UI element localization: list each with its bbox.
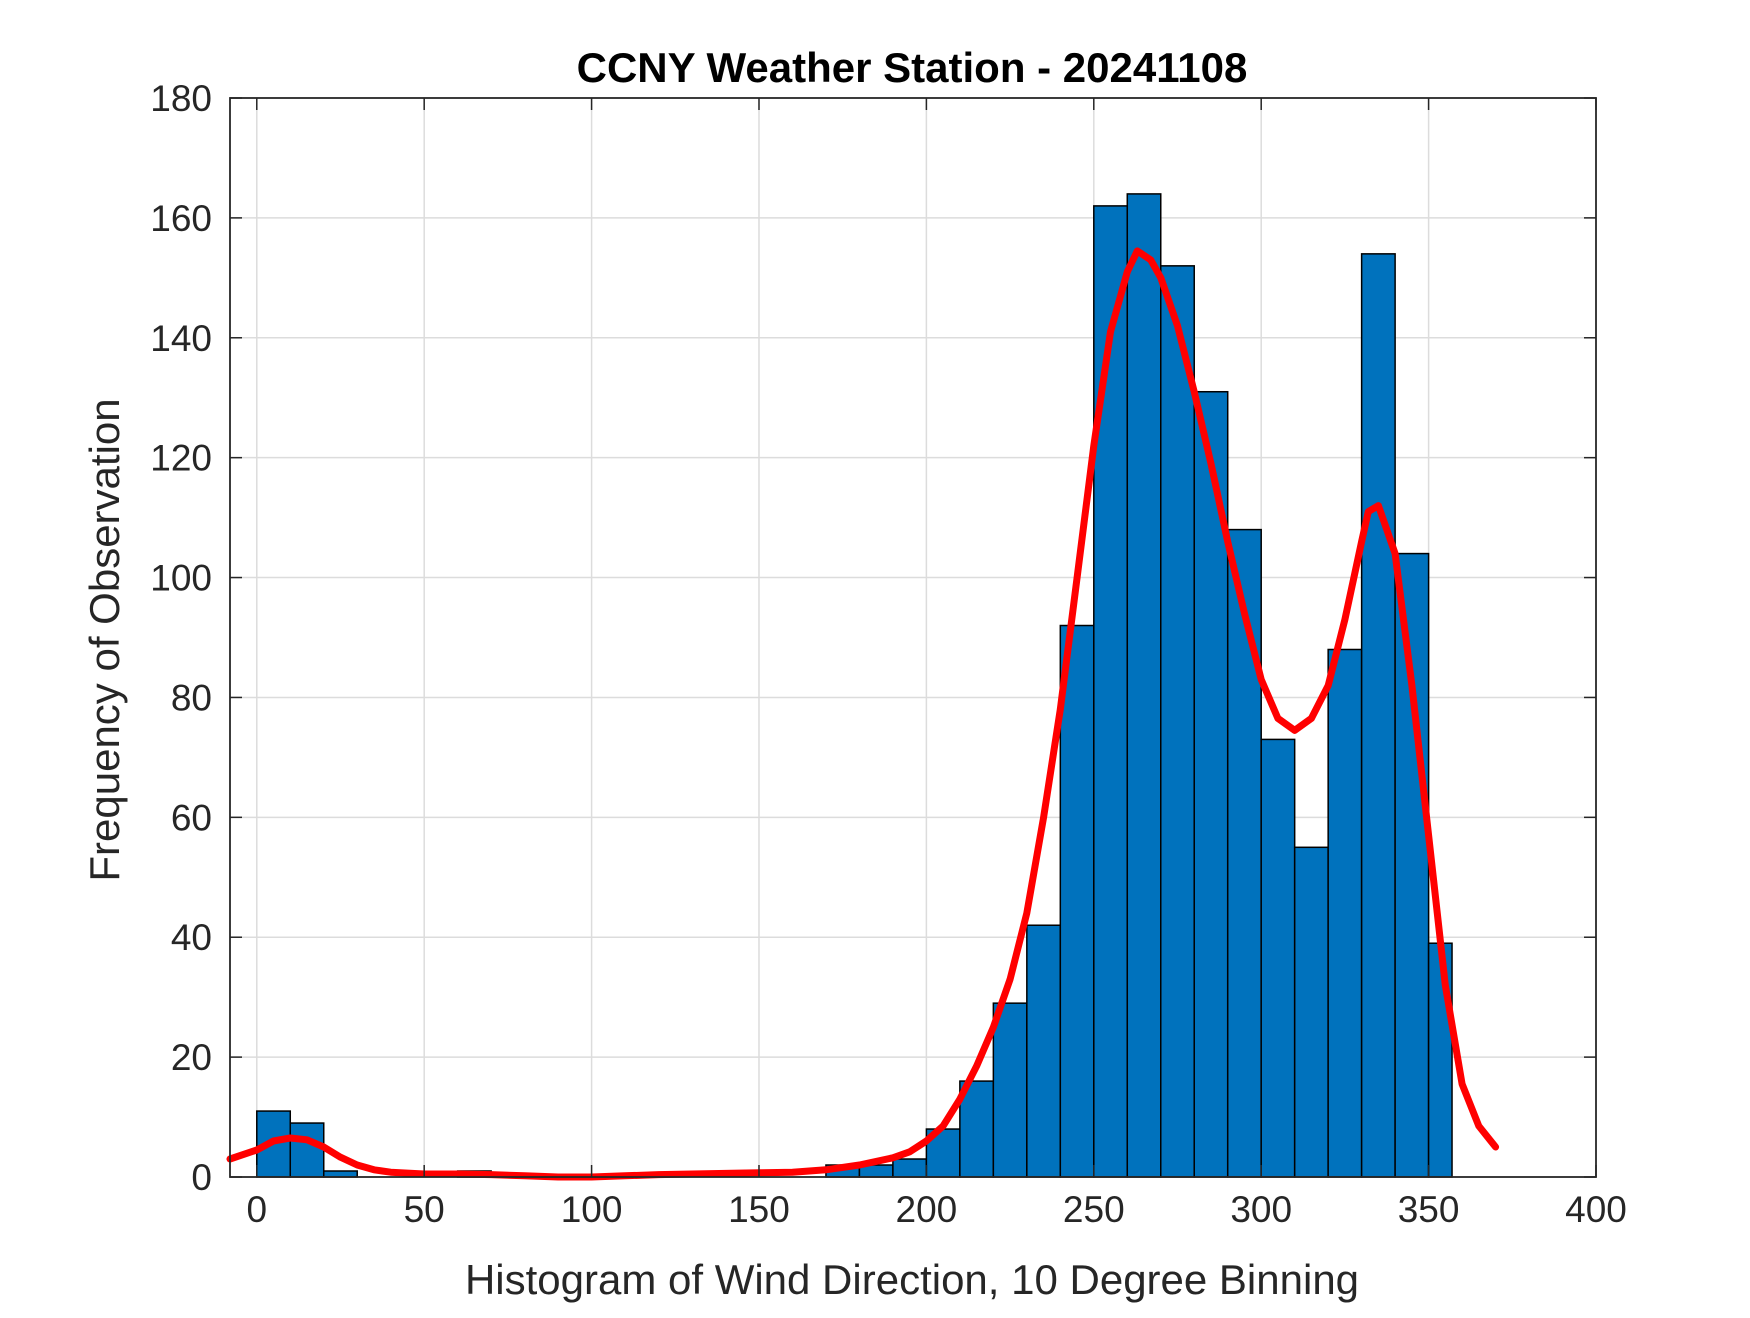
y-tick-label: 140 (150, 318, 212, 359)
plot-area-border (229, 97, 1597, 1178)
x-tick-label: 200 (896, 1189, 958, 1230)
x-tick-label: 150 (728, 1189, 790, 1230)
y-axis-label: Frequency of Observation (81, 398, 128, 881)
y-axis-tick-labels: 0 20 40 60 80 100 120 140 160 180 (150, 78, 212, 1198)
y-tick-label: 120 (150, 438, 212, 479)
y-tick-label: 180 (150, 78, 212, 119)
axis-ticks (230, 97, 1597, 1178)
y-tick-label: 80 (171, 677, 212, 718)
x-tick-label: 350 (1398, 1189, 1460, 1230)
density-fit-curve (226, 247, 1500, 1181)
histogram-bar (1126, 193, 1162, 1178)
y-tick-label: 60 (171, 797, 212, 838)
x-axis-label: Histogram of Wind Direction, 10 Degree B… (465, 1256, 1359, 1303)
y-tick-label: 0 (191, 1157, 212, 1198)
x-tick-label: 50 (404, 1189, 445, 1230)
x-tick-label: 250 (1063, 1189, 1125, 1230)
histogram-bar (1327, 648, 1363, 1178)
histogram-bar (992, 1002, 1028, 1178)
histogram-bar (1059, 624, 1095, 1178)
histogram-bar (892, 1158, 928, 1178)
y-tick-label: 20 (171, 1037, 212, 1078)
y-tick-label: 100 (150, 558, 212, 599)
histogram-bar (1226, 528, 1262, 1178)
histogram-bar (1160, 265, 1195, 1178)
histogram-bar (1026, 924, 1062, 1178)
histogram-bar (1394, 552, 1430, 1178)
histogram-bar (1293, 846, 1329, 1178)
x-tick-label: 300 (1230, 1189, 1292, 1230)
x-axis-tick-labels: 0 50 100 150 200 250 300 350 400 (246, 1189, 1626, 1230)
histogram-bar (1427, 942, 1453, 1178)
histogram-bar (289, 1122, 325, 1178)
histogram-bar (1093, 205, 1129, 1178)
x-tick-label: 100 (561, 1189, 623, 1230)
y-tick-label: 160 (150, 198, 212, 239)
histogram-bar (1360, 253, 1396, 1178)
y-tick-label: 40 (171, 917, 212, 958)
fit-curve-line (226, 247, 1500, 1181)
histogram-bar (1260, 738, 1296, 1178)
chart-title: CCNY Weather Station - 20241108 (577, 44, 1248, 91)
x-tick-label: 400 (1565, 1189, 1627, 1230)
x-tick-label: 0 (246, 1189, 267, 1230)
